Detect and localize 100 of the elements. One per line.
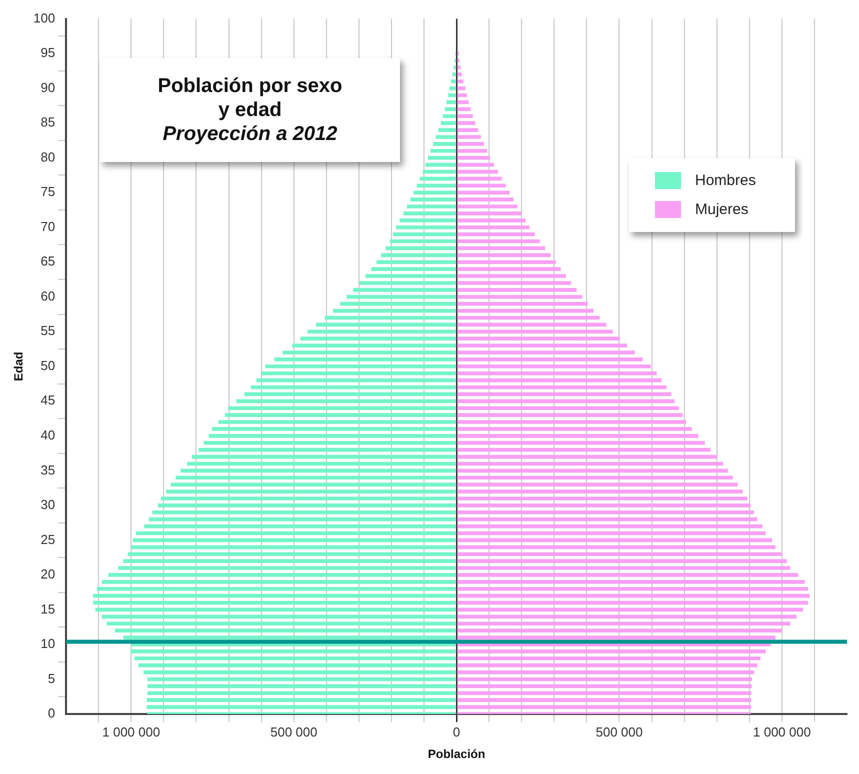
bar bbox=[457, 650, 766, 654]
y-tick-label: 40 bbox=[40, 428, 56, 442]
bar bbox=[457, 468, 728, 473]
bar bbox=[457, 538, 772, 542]
bar bbox=[457, 212, 522, 216]
bar bbox=[161, 496, 456, 500]
bar bbox=[102, 580, 456, 584]
legend-label: Mujeres bbox=[695, 201, 748, 218]
bar bbox=[457, 246, 546, 250]
bar bbox=[457, 162, 494, 167]
bar bbox=[208, 434, 456, 438]
bar bbox=[457, 559, 787, 563]
bar bbox=[457, 691, 752, 696]
bar bbox=[134, 656, 456, 660]
bar bbox=[457, 385, 666, 390]
bar bbox=[256, 378, 456, 382]
bar bbox=[292, 344, 456, 348]
bar bbox=[147, 677, 456, 682]
bar bbox=[436, 135, 456, 139]
bar bbox=[147, 691, 456, 696]
bar bbox=[244, 392, 456, 396]
bar bbox=[404, 212, 456, 216]
bar bbox=[457, 184, 506, 188]
bar bbox=[457, 142, 484, 146]
legend-label: Hombres bbox=[695, 172, 756, 189]
bar bbox=[457, 663, 758, 668]
bar bbox=[457, 364, 651, 368]
bar bbox=[433, 142, 456, 146]
bar bbox=[457, 121, 476, 125]
bar bbox=[444, 107, 456, 112]
bar bbox=[146, 705, 456, 709]
bar bbox=[282, 350, 456, 354]
y-tick-label: 90 bbox=[40, 80, 56, 95]
bar bbox=[224, 413, 456, 417]
bar bbox=[274, 358, 456, 362]
y-axis-title: Edad bbox=[12, 352, 26, 382]
bar bbox=[457, 614, 797, 619]
bar bbox=[187, 462, 456, 466]
bar bbox=[108, 573, 456, 577]
bar bbox=[457, 294, 582, 299]
y-tick-label: 65 bbox=[40, 254, 56, 269]
bar bbox=[457, 524, 762, 528]
bar bbox=[457, 622, 790, 626]
bar bbox=[457, 253, 551, 258]
bar bbox=[457, 322, 606, 327]
bar bbox=[457, 72, 462, 76]
bar bbox=[457, 190, 510, 195]
bar bbox=[365, 274, 456, 278]
bar bbox=[457, 358, 643, 362]
y-tick-label: 75 bbox=[40, 184, 56, 200]
bar bbox=[457, 148, 488, 153]
bar bbox=[440, 121, 456, 125]
y-tick-label: 30 bbox=[40, 497, 56, 512]
bar bbox=[192, 454, 456, 459]
bar bbox=[457, 128, 478, 132]
bar bbox=[138, 663, 456, 668]
bar bbox=[131, 545, 456, 550]
bar bbox=[228, 406, 456, 410]
bar bbox=[371, 267, 456, 271]
y-tick-label: 10 bbox=[40, 636, 56, 652]
y-tick-label: 25 bbox=[40, 532, 56, 547]
bar bbox=[457, 232, 535, 236]
bar bbox=[180, 468, 456, 473]
y-tick-label: 0 bbox=[48, 706, 56, 721]
bar bbox=[97, 586, 456, 591]
y-tick-label: 70 bbox=[40, 218, 56, 234]
bar bbox=[123, 559, 456, 563]
bar bbox=[457, 225, 530, 230]
bar bbox=[300, 336, 456, 341]
bar bbox=[376, 260, 456, 264]
bar bbox=[420, 176, 456, 181]
bar bbox=[457, 586, 808, 591]
y-tick-label: 85 bbox=[40, 114, 56, 130]
bar bbox=[144, 524, 456, 528]
bar bbox=[457, 427, 692, 431]
bar bbox=[149, 517, 456, 522]
bar bbox=[457, 490, 743, 494]
bar bbox=[457, 684, 752, 688]
bar bbox=[457, 79, 464, 84]
bar bbox=[386, 246, 456, 250]
bar bbox=[457, 288, 577, 292]
bar bbox=[93, 594, 456, 598]
title-panel: Población por sexo y edad Proyección a 2012 bbox=[100, 58, 400, 162]
bar bbox=[332, 308, 456, 313]
bar bbox=[457, 198, 514, 202]
bar bbox=[152, 510, 456, 514]
x-axis-title: Población bbox=[428, 747, 486, 762]
bar bbox=[457, 573, 798, 577]
y-tick-label: 80 bbox=[40, 149, 56, 164]
bar bbox=[448, 93, 456, 98]
bar bbox=[457, 302, 588, 306]
bar bbox=[457, 350, 635, 354]
bar bbox=[457, 204, 518, 208]
y-tick-label: 5 bbox=[48, 670, 56, 686]
bar bbox=[102, 614, 456, 619]
bar bbox=[457, 504, 751, 508]
bar bbox=[457, 86, 466, 90]
bar bbox=[457, 344, 628, 348]
y-tick-label: 20 bbox=[40, 566, 56, 582]
bar bbox=[438, 128, 456, 132]
